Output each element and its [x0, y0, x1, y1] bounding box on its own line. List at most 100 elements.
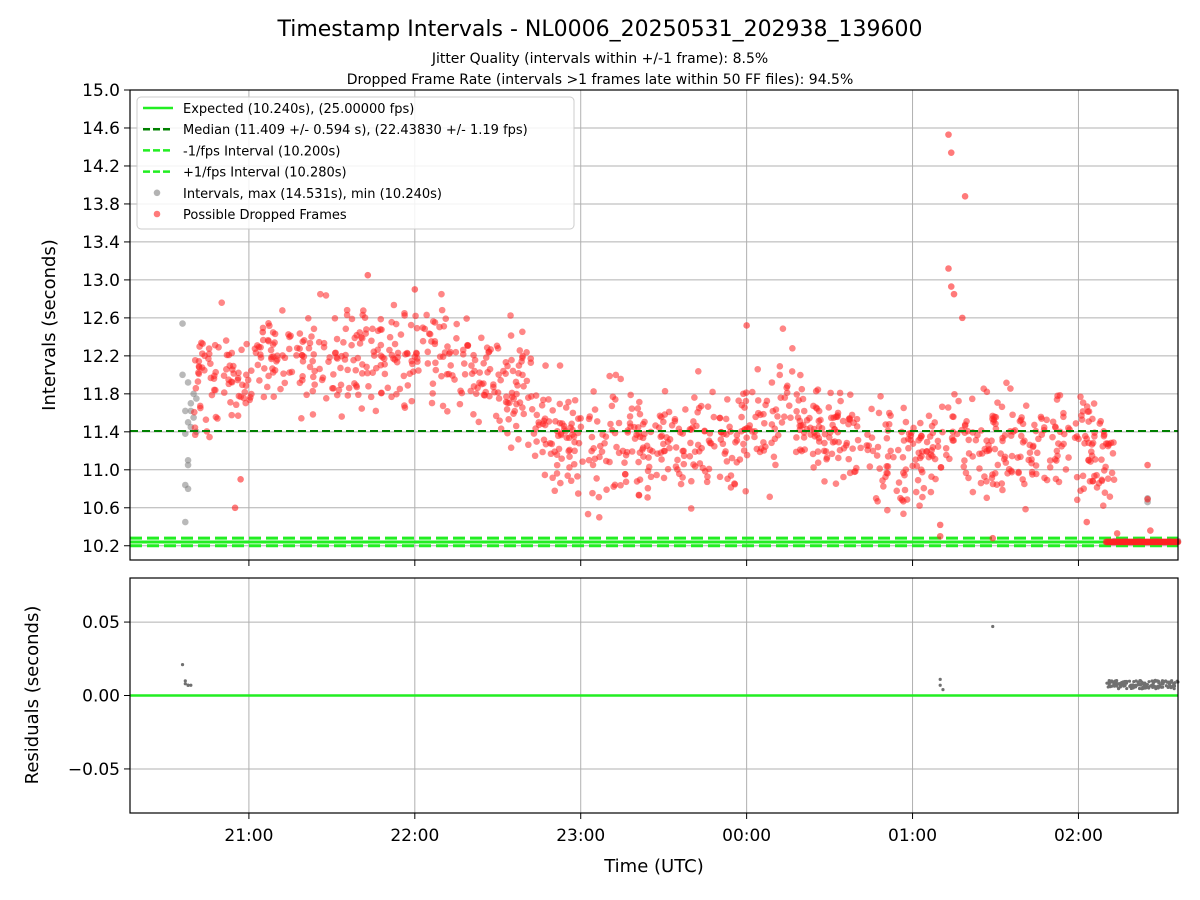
dropped-frame-point: [631, 435, 639, 442]
dropped-frame-point: [444, 343, 451, 350]
dropped-frame-point: [565, 447, 572, 455]
residual-point: [183, 682, 187, 686]
dropped-frame-point: [1046, 463, 1054, 471]
interval-point: [182, 518, 189, 526]
dropped-frame-point: [916, 502, 923, 509]
dropped-frame-point: [619, 447, 627, 455]
dropped-frame-point: [358, 334, 366, 342]
dropped-frame-point: [923, 438, 931, 446]
dropped-frame-point: [377, 361, 385, 369]
dropped-frame-point: [369, 325, 376, 333]
residual-point: [1143, 682, 1147, 686]
dropped-frame-point: [857, 444, 864, 452]
top-y-tick-label: 13.0: [82, 271, 120, 291]
dropped-frame-point: [823, 454, 831, 461]
dropped-frame-point: [827, 389, 834, 397]
dropped-frame-point: [311, 381, 318, 388]
dropped-frame-point: [367, 393, 375, 401]
dropped-frame-point: [502, 358, 510, 366]
x-tick-label: 22:00: [390, 826, 439, 846]
dropped-frame-point: [953, 430, 961, 438]
dropped-frame-point: [1052, 424, 1059, 431]
dropped-frame-point: [242, 382, 250, 389]
dropped-frame-point: [246, 396, 253, 404]
dropped-frame-point: [211, 386, 219, 394]
dropped-frame-point: [438, 372, 445, 380]
dropped-frame-point: [945, 265, 952, 272]
dropped-frame-point: [299, 373, 306, 380]
dropped-frame-point: [306, 339, 314, 347]
dropped-frame-point: [793, 434, 800, 441]
top-y-tick-label: 10.2: [82, 537, 120, 557]
dropped-frame-point: [1030, 442, 1037, 450]
dropped-frame-point: [471, 367, 478, 375]
dropped-frame-point: [1089, 415, 1096, 423]
dropped-frame-point: [310, 325, 318, 333]
top-y-tick-label: 11.0: [82, 461, 120, 481]
dropped-frame-point: [672, 463, 680, 470]
dropped-frame-point: [895, 479, 903, 486]
dropped-frame-point: [520, 410, 528, 418]
dropped-frame-point: [900, 510, 907, 518]
dropped-frame-point: [451, 376, 458, 383]
dropped-frame-point: [533, 411, 541, 419]
dropped-frame-point: [259, 328, 267, 336]
bottom-y-tick-label: −0.05: [68, 760, 120, 780]
dropped-frame-point: [635, 458, 642, 466]
dropped-frame-point: [716, 414, 724, 422]
dropped-frame-point: [475, 418, 483, 426]
dropped-frame-point: [356, 340, 364, 347]
dropped-frame-point: [348, 315, 356, 323]
dropped-frame-point: [799, 395, 807, 403]
interval-point: [193, 395, 200, 402]
dropped-frame-point: [919, 493, 926, 501]
dropped-frame-point: [519, 352, 526, 360]
interval-point: [182, 407, 189, 415]
dropped-frame-point: [260, 393, 268, 401]
dropped-frame-point: [951, 390, 958, 398]
dropped-frame-point: [586, 413, 594, 420]
dropped-frame-point: [424, 348, 432, 356]
dropped-frame-point: [1106, 493, 1114, 500]
dropped-frame-point: [593, 418, 601, 425]
dropped-frame-point: [482, 354, 490, 361]
dropped-frame-point: [333, 391, 341, 399]
dropped-frame-point: [393, 390, 400, 398]
dropped-frame-point: [480, 359, 487, 367]
dropped-frame-point: [507, 332, 515, 339]
dropped-frame-point: [965, 436, 973, 444]
dropped-frame-point: [453, 334, 460, 342]
dropped-frame-point: [926, 433, 934, 440]
dropped-frame-point: [664, 465, 672, 473]
dropped-frame-point: [363, 326, 370, 333]
dropped-frame-point: [1062, 466, 1070, 473]
interval-point: [184, 457, 192, 464]
dropped-frame-point: [320, 343, 328, 351]
dropped-frame-point: [431, 340, 439, 348]
dropped-frame-point: [358, 405, 366, 412]
dropped-frame-point: [206, 433, 213, 441]
dropped-frame-point: [468, 362, 475, 369]
dropped-frame-point: [1037, 413, 1045, 421]
dropped-frame-point: [800, 407, 808, 415]
dropped-frame-point: [864, 431, 871, 438]
dropped-frame-point: [661, 387, 669, 395]
interval-point: [182, 430, 189, 438]
residual-point: [1128, 684, 1132, 688]
dropped-frame-point: [539, 448, 546, 456]
jitter-quality-subtitle: Jitter Quality (intervals within +/-1 fr…: [431, 51, 768, 67]
dropped-frame-point: [962, 469, 970, 477]
dropped-frame-point: [254, 361, 262, 369]
dropped-frame-point: [835, 454, 842, 462]
bottom-plot-marks: [130, 624, 1180, 697]
dropped-frame-point: [959, 314, 966, 322]
dropped-frame-point: [793, 407, 800, 415]
dropped-frame-point: [201, 366, 208, 374]
dropped-frame-point: [515, 436, 522, 443]
dropped-frame-point: [555, 445, 563, 453]
dropped-frame-point: [883, 434, 891, 442]
dropped-frame-point: [789, 345, 796, 352]
dropped-frame-point: [777, 394, 785, 401]
dropped-frame-point: [1021, 437, 1028, 445]
dropped-frame-point: [783, 389, 791, 396]
